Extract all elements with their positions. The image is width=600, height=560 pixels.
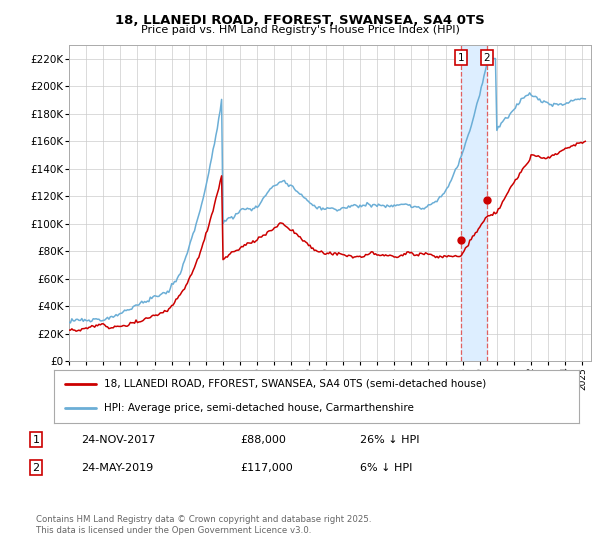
Text: 2: 2 — [483, 53, 490, 63]
Text: 24-MAY-2019: 24-MAY-2019 — [81, 463, 153, 473]
Text: 6% ↓ HPI: 6% ↓ HPI — [360, 463, 412, 473]
Text: 2: 2 — [32, 463, 40, 473]
Text: 1: 1 — [32, 435, 40, 445]
Text: £88,000: £88,000 — [240, 435, 286, 445]
Text: £117,000: £117,000 — [240, 463, 293, 473]
Text: HPI: Average price, semi-detached house, Carmarthenshire: HPI: Average price, semi-detached house,… — [104, 403, 414, 413]
Bar — [461, 45, 487, 361]
Text: Price paid vs. HM Land Registry's House Price Index (HPI): Price paid vs. HM Land Registry's House … — [140, 25, 460, 35]
Text: Contains HM Land Registry data © Crown copyright and database right 2025.
This d: Contains HM Land Registry data © Crown c… — [36, 515, 371, 535]
Text: 26% ↓ HPI: 26% ↓ HPI — [360, 435, 419, 445]
Text: 24-NOV-2017: 24-NOV-2017 — [81, 435, 155, 445]
Text: 1: 1 — [458, 53, 464, 63]
Text: 18, LLANEDI ROAD, FFOREST, SWANSEA, SA4 0TS (semi-detached house): 18, LLANEDI ROAD, FFOREST, SWANSEA, SA4 … — [104, 379, 486, 389]
Text: 18, LLANEDI ROAD, FFOREST, SWANSEA, SA4 0TS: 18, LLANEDI ROAD, FFOREST, SWANSEA, SA4 … — [115, 14, 485, 27]
